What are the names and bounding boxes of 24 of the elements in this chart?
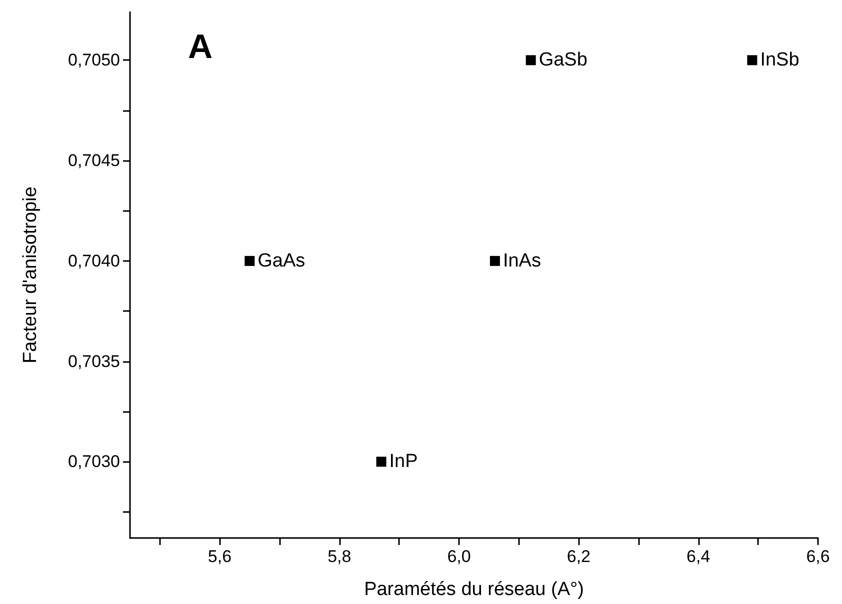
point	[376, 456, 386, 467]
y-tick-label: 0,7035	[68, 352, 120, 371]
annotation: A	[188, 28, 213, 66]
y-tick-label: 0,7040	[68, 251, 120, 270]
annotation: GaSb	[538, 50, 588, 71]
point	[747, 55, 758, 66]
x-tick-label: 5,8	[328, 547, 352, 566]
x-tick-label: 6,6	[806, 547, 830, 566]
y-axis-title: Facteur d'anisotropie	[20, 186, 41, 364]
annotation: InP	[389, 451, 418, 472]
y-tick-label: 0,7050	[68, 50, 120, 70]
point	[526, 55, 536, 66]
x-tick-label: 5,6	[208, 547, 232, 566]
x-tick-label: 6,4	[686, 547, 710, 566]
annotation: InAs	[502, 250, 541, 272]
x-tick-label: 6,2	[566, 547, 591, 566]
point	[490, 256, 500, 266]
point	[244, 256, 255, 266]
x-tick-label: 6,0	[447, 547, 471, 566]
y-tick-label: 0,7030	[68, 452, 120, 472]
x-axis-title: Paramétés du réseau (A°)	[364, 579, 584, 600]
annotation: InSb	[760, 50, 800, 71]
y-tick-label: 0,7045	[68, 151, 120, 170]
annotation: GaAs	[258, 250, 306, 272]
